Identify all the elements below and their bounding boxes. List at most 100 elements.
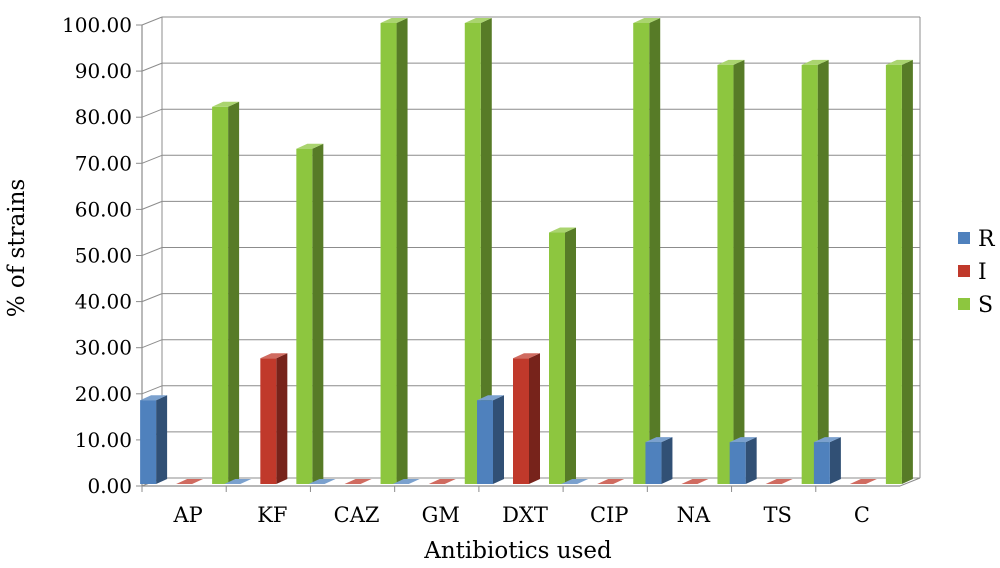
- bar-front: [140, 400, 157, 484]
- gridline-depth: [141, 293, 163, 303]
- bar-S-CIP: [633, 18, 661, 484]
- bar-side: [396, 18, 408, 484]
- y-tick-label: 10.00: [75, 428, 132, 452]
- bars: [140, 18, 913, 484]
- y-tick-label: 90.00: [75, 59, 132, 83]
- bar-front: [813, 442, 830, 484]
- legend-swatch-S: [958, 298, 970, 310]
- bar-I-AP: [176, 479, 204, 484]
- legend-label-S: S: [978, 293, 993, 318]
- bar-I-NA: [681, 479, 709, 484]
- bar-top: [296, 143, 324, 149]
- bar-top: [765, 479, 793, 484]
- bar-side: [661, 437, 673, 484]
- legend-label-I: I: [978, 260, 987, 285]
- bar-front: [380, 23, 397, 484]
- bar-R-DXT: [477, 395, 504, 484]
- bar-top: [260, 353, 288, 359]
- bar-R-CIP: [561, 479, 589, 484]
- bar-top: [392, 479, 420, 484]
- legend-label-R: R: [978, 227, 996, 252]
- bar-I-TS: [765, 479, 793, 484]
- bar-I-DXT: [513, 353, 540, 484]
- bar-side: [228, 101, 240, 484]
- bar-R-C: [813, 437, 841, 484]
- bar-R-AP: [140, 395, 168, 484]
- bar-top: [885, 59, 913, 65]
- bar-front: [717, 64, 734, 484]
- bar-side: [901, 59, 913, 484]
- x-tick-label: CIP: [590, 503, 629, 527]
- bar-S-TS: [801, 59, 829, 484]
- bar-top: [633, 18, 661, 23]
- bar-R-KF: [224, 479, 252, 484]
- y-tick-label: 0.00: [87, 474, 132, 498]
- bar-side: [493, 395, 504, 484]
- bar-I-CIP: [597, 479, 625, 484]
- bar-side: [817, 59, 829, 484]
- bar-top: [849, 479, 877, 484]
- bar-front: [296, 148, 313, 484]
- y-tick-labels: 0.00 10.00 20.00 30.00 40.00 50.00 60.00 70.00 8…: [62, 13, 142, 498]
- bar-R-NA: [645, 437, 673, 484]
- bar-front: [549, 232, 565, 484]
- x-tick-label: GM: [422, 503, 460, 527]
- bar-S-DXT: [549, 227, 576, 484]
- y-tick-label: 70.00: [75, 151, 132, 175]
- bar-top: [464, 18, 492, 23]
- bar-side: [829, 437, 841, 484]
- bar-S-AP: [212, 101, 240, 484]
- bar-I-CAZ: [344, 479, 372, 484]
- bar-front: [729, 442, 746, 484]
- legend-swatch-R: [958, 232, 970, 244]
- bar-top: [681, 479, 709, 484]
- bar-I-C: [849, 479, 877, 484]
- bar-front: [477, 400, 493, 484]
- bar-side: [276, 353, 288, 484]
- bar-S-CAZ: [380, 18, 408, 484]
- bar-front: [633, 23, 650, 484]
- legend-swatch-I: [958, 265, 970, 277]
- bar-front: [464, 23, 481, 484]
- y-tick-label: 20.00: [75, 382, 132, 406]
- bar-S-GM: [464, 18, 492, 484]
- y-tick-label: 30.00: [75, 336, 132, 360]
- bar-R-TS: [729, 437, 757, 484]
- x-tick-labels: AP KF CAZ GM DXT CIP NA TS C: [141, 486, 870, 527]
- bar-top: [224, 479, 252, 484]
- bar-R-CAZ: [308, 479, 336, 484]
- bar-I-KF: [260, 353, 288, 484]
- bar-top: [212, 101, 240, 107]
- gridline-depth: [141, 62, 163, 72]
- bar-front: [212, 106, 229, 484]
- bar-I-GM: [428, 479, 456, 484]
- bar-S-C: [885, 59, 913, 484]
- gridline-depth: [141, 385, 163, 395]
- gridline-depth: [141, 200, 163, 210]
- bar-top: [176, 479, 204, 484]
- bar-front: [885, 64, 902, 484]
- gridline-depth: [141, 339, 163, 349]
- bar-top: [380, 18, 408, 23]
- y-tick-label: 60.00: [75, 197, 132, 221]
- bar-front: [801, 64, 818, 484]
- gridlines: [141, 16, 920, 487]
- bar-top: [717, 59, 745, 65]
- bar-top: [308, 479, 336, 484]
- bar-side: [529, 353, 540, 484]
- bar-top: [140, 395, 168, 401]
- y-tick-label: 40.00: [75, 290, 132, 314]
- bar-top: [729, 437, 757, 443]
- bar-front: [513, 358, 529, 484]
- gridline-depth: [141, 108, 163, 118]
- bar-side: [745, 437, 757, 484]
- x-tick-label: CAZ: [334, 503, 380, 527]
- x-tick-label: TS: [763, 503, 791, 527]
- bar-side: [649, 18, 661, 484]
- bar-front: [645, 442, 662, 484]
- gridline-depth: [141, 16, 163, 26]
- bar-top: [549, 227, 576, 233]
- bar-side: [733, 59, 745, 484]
- x-axis-title: Antibiotics used: [423, 538, 612, 564]
